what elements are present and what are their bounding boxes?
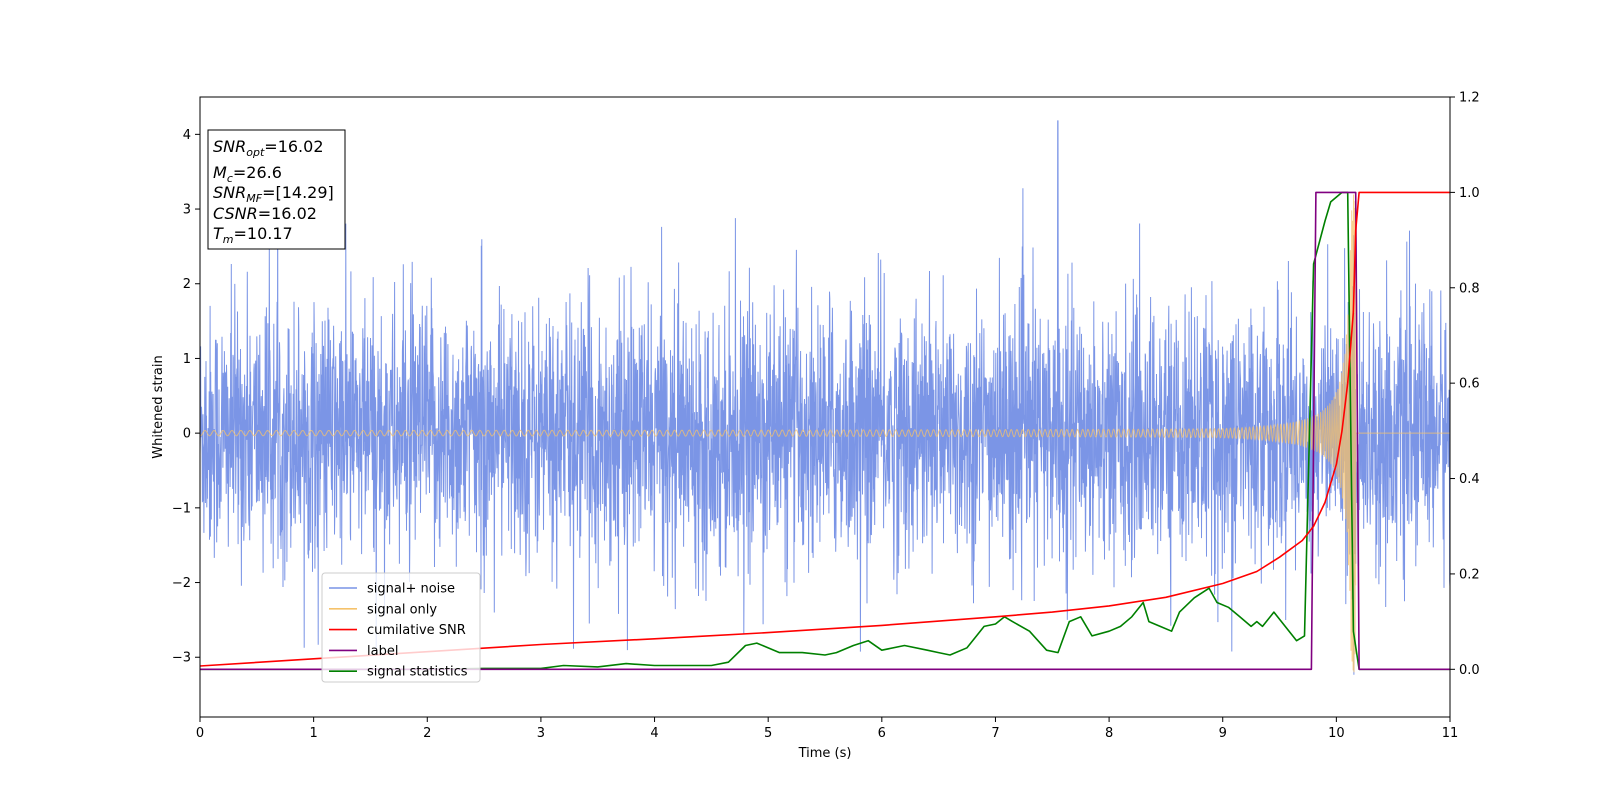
legend-label: signal statistics	[367, 665, 468, 680]
y2-tick-label: 0.2	[1459, 567, 1480, 582]
series-cumulative-snr	[199, 191, 1450, 667]
series-signal-noise	[199, 120, 1451, 675]
y-tick-label: 2	[183, 277, 191, 292]
y2-tick-label: 0.4	[1459, 472, 1480, 487]
y-tick-label: 3	[183, 203, 191, 218]
y2-tick-label: 0.6	[1459, 377, 1480, 392]
x-tick-label: 11	[1442, 726, 1459, 741]
signal-series-layer	[199, 194, 1450, 673]
series-signal-only	[199, 194, 1450, 673]
plot-frame	[199, 96, 1451, 718]
x-axis-label: Time (s)	[798, 746, 852, 761]
y2-tick-label: 1.2	[1459, 91, 1480, 106]
x-tick-label: 3	[537, 726, 545, 741]
x-tick-label: 5	[764, 726, 772, 741]
y2-tick-label: 1.0	[1459, 186, 1480, 201]
info-snr-opt: SNRopt=16.02	[213, 137, 324, 159]
y-tick-label: −2	[172, 576, 191, 591]
info-chirp-mass: Mc=26.6	[213, 163, 282, 185]
series-label	[200, 191, 1450, 671]
x-tick-label: 8	[1105, 726, 1113, 741]
y-tick-label: 1	[183, 352, 191, 367]
x-tick-label: 2	[423, 726, 431, 741]
x-tick-label: 7	[991, 726, 999, 741]
y-axis-right: 0.0 0.2 0.4 0.6 0.8 1.0 1.2	[1450, 91, 1480, 678]
x-tick-label: 0	[196, 726, 204, 741]
y2-tick-label: 0.8	[1459, 281, 1480, 296]
legend-items: signal+ noise signal only cumilative SNR la…	[329, 582, 468, 680]
legend: signal+ noise signal only cumilative SNR la…	[321, 572, 481, 683]
series-signal-statistics	[200, 191, 1450, 671]
legend-label: cumilative SNR	[367, 623, 466, 638]
x-tick-label: 1	[309, 726, 317, 741]
y2-tick-label: 0.0	[1459, 663, 1480, 678]
y-axis-label: Whitened strain	[151, 355, 166, 458]
y-axis-left: −3 −2 −1 0 1 2 3 4	[172, 128, 200, 666]
x-tick-label: 4	[650, 726, 658, 741]
info-snr-mf: SNRMF=[14.29]	[213, 183, 334, 205]
legend-label: label	[367, 644, 398, 659]
legend-label: signal only	[367, 602, 437, 617]
x-tick-label: 6	[878, 726, 886, 741]
legend-frame	[321, 572, 481, 683]
y-tick-label: 4	[183, 128, 191, 143]
y-tick-label: 0	[183, 427, 191, 442]
info-tm: Tm=10.17	[213, 224, 293, 246]
info-box: SNRopt=16.02 Mc=26.6 SNRMF=[14.29] CSNR=…	[207, 129, 346, 250]
x-tick-label: 10	[1328, 726, 1345, 741]
y-tick-label: −1	[172, 501, 191, 516]
info-csnr: CSNR=16.02	[213, 204, 317, 223]
noise-series-layer	[199, 120, 1451, 675]
x-axis: 0 1 2 3 4 5 6 7 8 9 10 11	[196, 717, 1458, 741]
x-tick-label: 9	[1219, 726, 1227, 741]
y-tick-label: −3	[172, 651, 191, 666]
info-box-frame	[207, 129, 346, 250]
line-series-layer	[199, 191, 1450, 671]
legend-label: signal+ noise	[367, 582, 455, 597]
